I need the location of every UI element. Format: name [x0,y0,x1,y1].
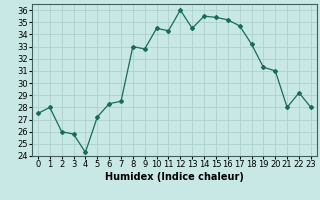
X-axis label: Humidex (Indice chaleur): Humidex (Indice chaleur) [105,172,244,182]
